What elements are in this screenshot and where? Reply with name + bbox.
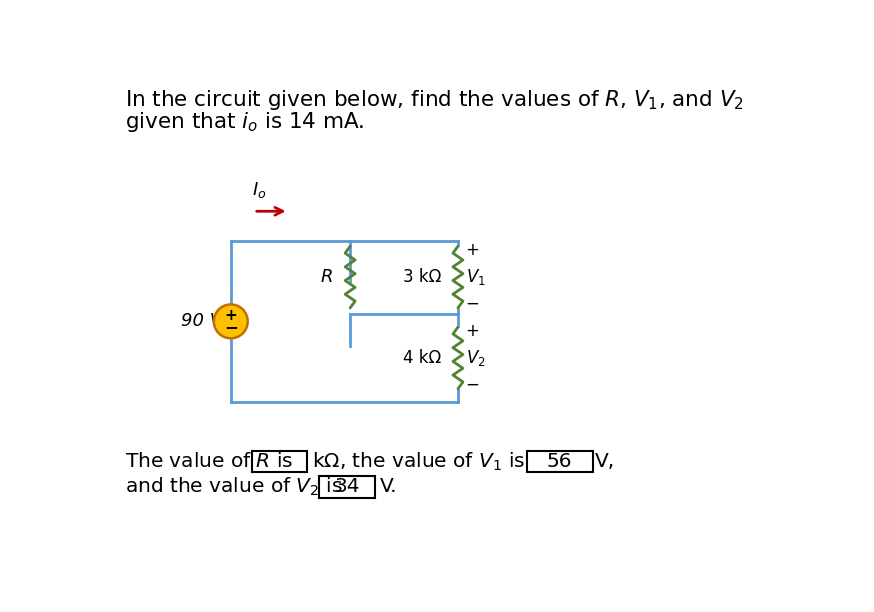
- Text: given that $i_o$ is 14 mA.: given that $i_o$ is 14 mA.: [125, 110, 364, 134]
- Text: 3 kΩ: 3 kΩ: [403, 268, 441, 286]
- Text: 4 kΩ: 4 kΩ: [403, 349, 441, 367]
- Text: V,: V,: [595, 452, 615, 471]
- Text: +: +: [466, 241, 480, 259]
- Text: kΩ, the value of $V_1$ is: kΩ, the value of $V_1$ is: [312, 450, 524, 472]
- Text: $V_2$: $V_2$: [466, 348, 485, 368]
- Text: +: +: [466, 322, 480, 340]
- Text: −: −: [224, 318, 238, 336]
- Bar: [319, 476, 375, 498]
- Text: −: −: [466, 295, 480, 313]
- Bar: [252, 451, 307, 472]
- Text: R: R: [321, 268, 333, 286]
- Text: 90 V: 90 V: [181, 312, 222, 330]
- Circle shape: [214, 304, 247, 338]
- Text: $V_1$: $V_1$: [466, 267, 485, 287]
- Text: and the value of $V_2$ is: and the value of $V_2$ is: [125, 476, 343, 498]
- Text: +: +: [225, 308, 237, 324]
- Text: $I_o$: $I_o$: [253, 180, 267, 200]
- Text: V.: V.: [379, 477, 397, 496]
- Bar: [527, 451, 593, 472]
- Text: 56: 56: [547, 452, 572, 471]
- Text: −: −: [466, 376, 480, 394]
- Text: In the circuit given below, find the values of $R$, $V_1$, and $V_2$: In the circuit given below, find the val…: [125, 88, 744, 113]
- Text: The value of $R$ is: The value of $R$ is: [125, 452, 294, 471]
- Text: 34: 34: [334, 477, 360, 496]
